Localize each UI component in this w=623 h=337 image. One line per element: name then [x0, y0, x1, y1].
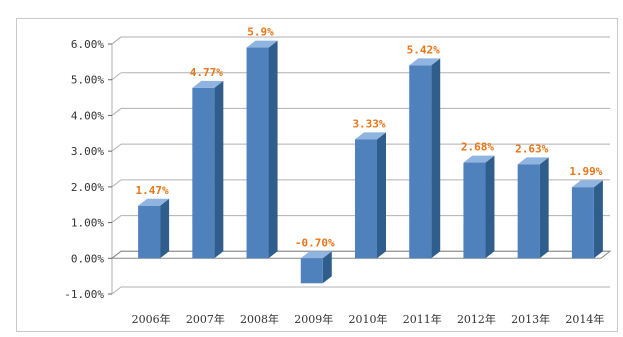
bar-top	[246, 40, 278, 48]
bar-2007年	[192, 80, 224, 259]
y-tick-label: 1.00%	[71, 217, 104, 230]
gridline-depth	[111, 143, 122, 152]
bar-side	[268, 40, 278, 259]
bar-2013年	[517, 157, 549, 259]
gridline-depth	[111, 36, 122, 45]
bar-2014年	[571, 180, 603, 259]
bar-front	[192, 87, 215, 259]
y-tick-label: 4.00%	[71, 109, 104, 122]
y-tick-label: -1.00%	[64, 288, 104, 301]
bars	[138, 40, 603, 284]
y-axis-ticks: 6.00% 5.00% 4.00% 3.00% 2.00% 1.00% 0.00% -1.00…	[64, 38, 112, 301]
gridline-depth	[111, 179, 122, 188]
data-label: 5.42%	[407, 43, 440, 56]
data-label: 1.47%	[136, 184, 169, 197]
bar-2012年	[463, 155, 495, 259]
bar-side	[377, 132, 386, 259]
y-tick-label: 5.00%	[71, 74, 104, 87]
bar-2008年	[246, 40, 278, 259]
bar-top	[463, 155, 495, 163]
bar-front	[355, 139, 377, 259]
y-tick-label: 6.00%	[71, 38, 104, 51]
x-tick-label: 2006年	[132, 312, 171, 326]
bar-top	[571, 180, 603, 188]
data-label: 1.99%	[569, 165, 602, 178]
x-tick-label: 2013年	[511, 312, 550, 326]
bar-2011年	[409, 58, 441, 259]
gridline-depth	[111, 108, 122, 116]
bar-2010年	[355, 132, 386, 259]
data-labels: 1.47% 4.77% 5.9% -0.70% 3.33% 5.42% 2.68% 2.63%…	[136, 26, 603, 250]
bar-side	[160, 198, 170, 259]
zero-plane	[110, 250, 612, 259]
bar-side	[539, 157, 549, 259]
x-tick-label: 2007年	[186, 312, 225, 326]
bar-top	[192, 80, 224, 88]
bar-top	[138, 198, 170, 206]
bar-2006年	[138, 198, 170, 259]
bar-side	[485, 155, 495, 259]
x-tick-label: 2012年	[457, 312, 496, 326]
bar-front	[517, 164, 540, 259]
y-tick-label: 2.00%	[71, 181, 104, 194]
gridline-depth	[111, 215, 122, 223]
x-tick-label: 2010年	[349, 312, 388, 326]
bar-top	[355, 132, 386, 140]
bar-side	[214, 80, 224, 259]
bar-front	[138, 205, 161, 259]
bar-side	[431, 58, 441, 259]
x-tick-label: 2009年	[294, 312, 333, 326]
data-label: 5.9%	[247, 26, 274, 39]
x-tick-label: 2008年	[240, 312, 279, 326]
y-tick-label: 3.00%	[71, 145, 104, 158]
x-axis-ticks: 2006年 2007年 2008年 2009年 2010年 2011年 2012年 2013年…	[132, 312, 605, 326]
bar-2009年	[300, 251, 332, 284]
bar-front	[300, 258, 323, 284]
bar-front	[246, 47, 269, 259]
bar-front	[571, 187, 594, 259]
data-label: 2.68%	[461, 141, 494, 154]
y-tick-label: 0.00%	[71, 252, 104, 265]
gridline-depth	[111, 286, 122, 295]
bar-top	[409, 58, 441, 66]
bar-top	[517, 157, 549, 165]
bar-side	[593, 180, 603, 259]
data-label: -0.70%	[295, 236, 335, 249]
data-label: 2.63%	[515, 142, 548, 155]
x-tick-label: 2011年	[403, 312, 442, 326]
gridline-depth	[111, 72, 122, 81]
data-label: 3.33%	[352, 117, 385, 130]
bar-side	[322, 251, 332, 284]
x-tick-label: 2014年	[565, 312, 604, 326]
bar-front	[463, 162, 486, 259]
bar-front	[409, 65, 432, 259]
bar-top	[300, 251, 332, 259]
data-label: 4.77%	[190, 66, 223, 79]
